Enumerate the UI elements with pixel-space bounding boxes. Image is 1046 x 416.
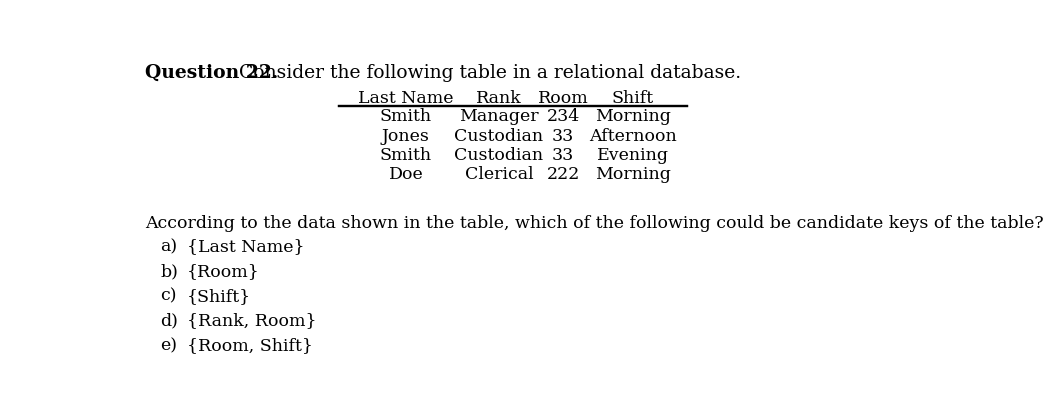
- Text: Smith: Smith: [380, 109, 432, 126]
- Text: 222: 222: [546, 166, 579, 183]
- Text: d): d): [160, 312, 178, 329]
- Text: a): a): [160, 238, 178, 255]
- Text: Jones: Jones: [382, 128, 430, 145]
- Text: {Last Name}: {Last Name}: [186, 238, 304, 255]
- Text: b): b): [160, 263, 178, 280]
- Text: Consider the following table in a relational database.: Consider the following table in a relati…: [227, 64, 741, 82]
- Text: Smith: Smith: [380, 147, 432, 164]
- Text: Evening: Evening: [597, 147, 669, 164]
- Text: Last Name: Last Name: [358, 90, 454, 107]
- Text: c): c): [160, 288, 177, 305]
- Text: Afternoon: Afternoon: [589, 128, 677, 145]
- Text: Shift: Shift: [612, 90, 654, 107]
- Text: {Shift}: {Shift}: [186, 288, 251, 305]
- Text: Morning: Morning: [595, 109, 670, 126]
- Text: Question 22.: Question 22.: [144, 64, 278, 82]
- Text: Doe: Doe: [388, 166, 424, 183]
- Text: Clerical: Clerical: [464, 166, 533, 183]
- Text: Rank: Rank: [476, 90, 522, 107]
- Text: Manager: Manager: [459, 109, 539, 126]
- Text: e): e): [160, 337, 177, 354]
- Text: {Rank, Room}: {Rank, Room}: [186, 312, 316, 329]
- Text: 33: 33: [552, 128, 574, 145]
- Text: 234: 234: [547, 109, 579, 126]
- Text: 33: 33: [552, 147, 574, 164]
- Text: According to the data shown in the table, which of the following could be candid: According to the data shown in the table…: [144, 215, 1043, 233]
- Text: {Room}: {Room}: [186, 263, 259, 280]
- Text: Custodian: Custodian: [454, 128, 544, 145]
- Text: Morning: Morning: [595, 166, 670, 183]
- Text: Room: Room: [538, 90, 589, 107]
- Text: {Room, Shift}: {Room, Shift}: [186, 337, 313, 354]
- Text: Custodian: Custodian: [454, 147, 544, 164]
